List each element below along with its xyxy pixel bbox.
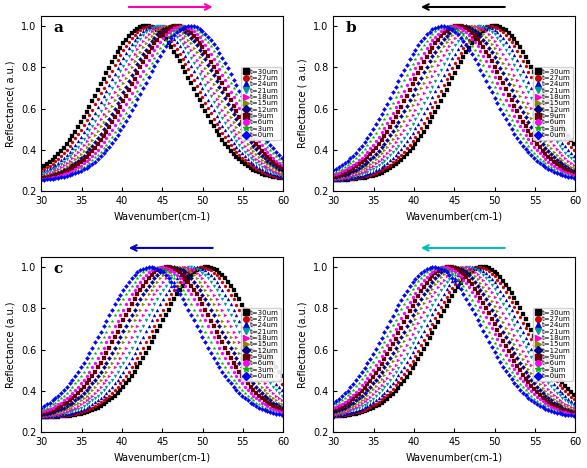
Text: a: a xyxy=(53,21,63,35)
Text: b: b xyxy=(346,21,356,35)
X-axis label: Wavenumber(cm-1): Wavenumber(cm-1) xyxy=(406,453,503,462)
Legend: t=30um, t=27um, t=24um, t=21um, t=18um, t=15um, t=12um, t=9um, t=6um, t=3um, t=0: t=30um, t=27um, t=24um, t=21um, t=18um, … xyxy=(241,66,281,140)
X-axis label: Wavenumber(cm-1): Wavenumber(cm-1) xyxy=(406,212,503,221)
Legend: t=30um, t=27um, t=24um, t=21um, t=18um, t=15um, t=12um, t=9um, t=6um, t=3um, t=0: t=30um, t=27um, t=24um, t=21um, t=18um, … xyxy=(533,307,573,381)
Legend: t=30um, t=27um, t=24um, t=21um, t=18um, t=15um, t=12um, t=9um, t=6um, t=3um, t=0: t=30um, t=27um, t=24um, t=21um, t=18um, … xyxy=(241,307,281,381)
X-axis label: Wavenumber(cm-1): Wavenumber(cm-1) xyxy=(114,212,211,221)
Legend: t=30um, t=27um, t=24um, t=21um, t=18um, t=15um, t=12um, t=9um, t=6um, t=3um, t=0: t=30um, t=27um, t=24um, t=21um, t=18um, … xyxy=(533,66,573,140)
Y-axis label: Reflectance ( a.u.): Reflectance ( a.u.) xyxy=(298,58,308,148)
Text: c: c xyxy=(53,262,63,276)
Y-axis label: Reflectance (a.u.): Reflectance (a.u.) xyxy=(5,301,16,388)
Y-axis label: Reflectance( a.u.): Reflectance( a.u.) xyxy=(5,60,16,146)
Y-axis label: Reflectance (a.u.): Reflectance (a.u.) xyxy=(298,301,308,388)
X-axis label: Wavenumber(cm-1): Wavenumber(cm-1) xyxy=(114,453,211,462)
